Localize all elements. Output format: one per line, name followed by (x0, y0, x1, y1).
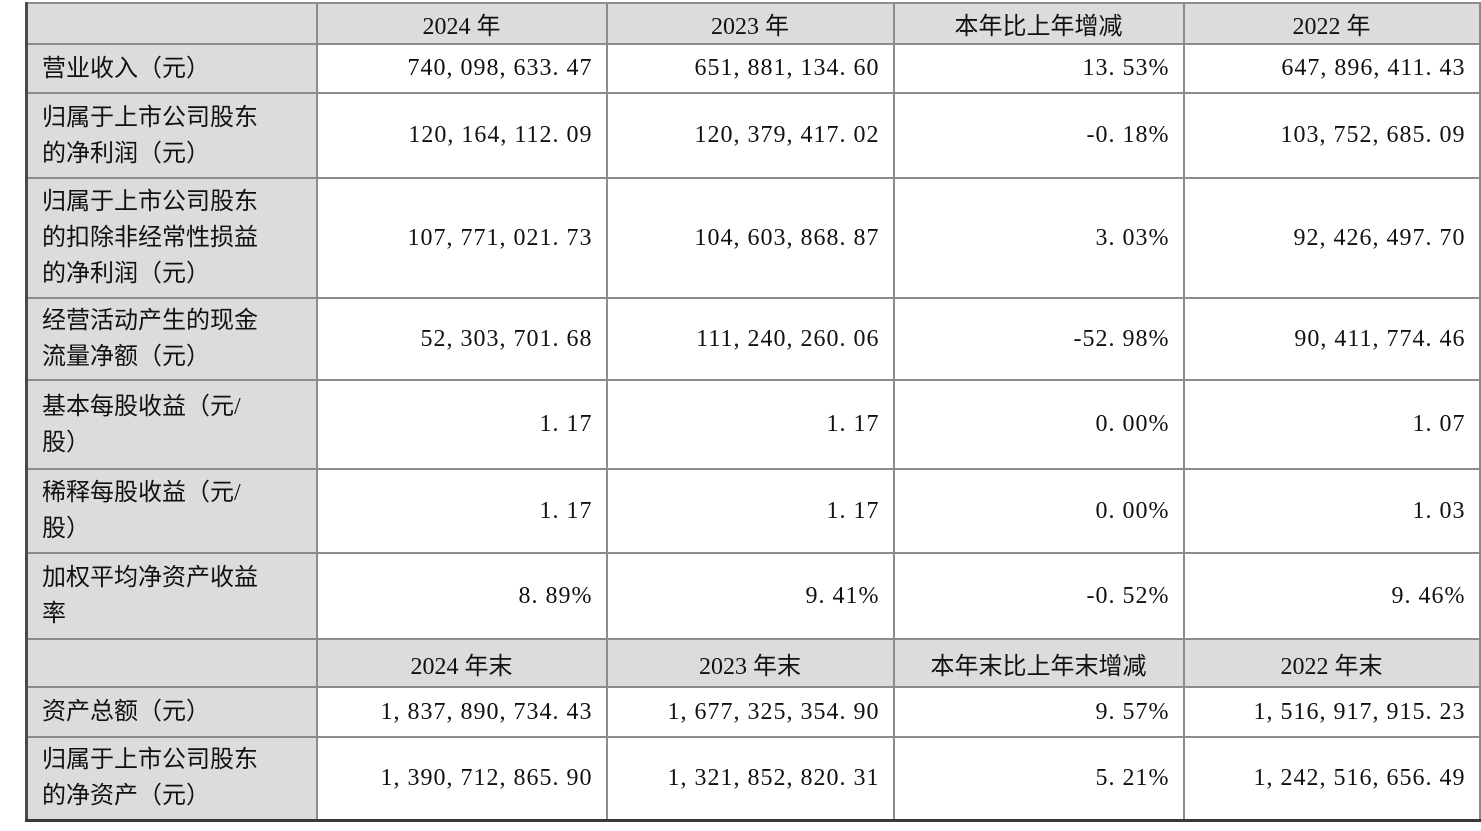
row-label: 归属于上市公司股东的扣除非经常性损益的净利润（元） (25, 177, 318, 299)
table-row-total-assets: 资产总额（元） 1, 837, 890, 734. 43 1, 677, 325… (25, 686, 1481, 738)
value-cell: 1, 516, 917, 915. 23 (1182, 686, 1481, 738)
row-label: 归属于上市公司股东的净资产（元） (25, 736, 318, 821)
col-header-2024-end: 2024 年末 (315, 638, 608, 688)
row-label: 经营活动产生的现金流量净额（元） (25, 297, 318, 381)
value-cell: 1, 242, 516, 656. 49 (1182, 736, 1481, 821)
row-label: 营业收入（元） (25, 43, 318, 94)
value-cell: -0. 18% (892, 92, 1185, 179)
row-label: 稀释每股收益（元/股） (25, 468, 318, 554)
value-cell: 0. 00% (892, 468, 1185, 554)
value-cell: 3. 03% (892, 177, 1185, 299)
value-cell: 9. 57% (892, 686, 1185, 738)
value-cell: 1, 390, 712, 865. 90 (315, 736, 608, 821)
value-cell: 104, 603, 868. 87 (605, 177, 895, 299)
col-header-2023-end: 2023 年末 (605, 638, 895, 688)
row-label: 加权平均净资产收益率 (25, 552, 318, 640)
table-row-basic-eps: 基本每股收益（元/股） 1. 17 1. 17 0. 00% 1. 07 (25, 379, 1481, 470)
value-cell: 1, 321, 852, 820. 31 (605, 736, 895, 821)
value-cell: 1. 17 (315, 468, 608, 554)
value-cell: 1. 17 (605, 468, 895, 554)
value-cell: 120, 164, 112. 09 (315, 92, 608, 179)
value-cell: 1. 07 (1182, 379, 1481, 470)
corner-cell (25, 2, 318, 45)
value-cell: 9. 46% (1182, 552, 1481, 640)
financial-summary-table: 2024 年 2023 年 本年比上年增减 2022 年 营业收入（元） 740… (25, 2, 1481, 822)
col-header-2022-end: 2022 年末 (1182, 638, 1481, 688)
table-row-deducted-net-profit: 归属于上市公司股东的扣除非经常性损益的净利润（元） 107, 771, 021.… (25, 177, 1481, 299)
col-header-2024: 2024 年 (315, 2, 608, 45)
value-cell: 92, 426, 497. 70 (1182, 177, 1481, 299)
value-cell: 8. 89% (315, 552, 608, 640)
value-cell: 1. 17 (605, 379, 895, 470)
period-header-row: 2024 年 2023 年 本年比上年增减 2022 年 (25, 2, 1481, 45)
value-cell: 90, 411, 774. 46 (1182, 297, 1481, 381)
value-cell: 1, 837, 890, 734. 43 (315, 686, 608, 738)
col-header-2022: 2022 年 (1182, 2, 1481, 45)
value-cell: 107, 771, 021. 73 (315, 177, 608, 299)
col-header-2023: 2023 年 (605, 2, 895, 45)
value-cell: 120, 379, 417. 02 (605, 92, 895, 179)
table-row-weighted-avg-roe: 加权平均净资产收益率 8. 89% 9. 41% -0. 52% 9. 46% (25, 552, 1481, 640)
value-cell: 0. 00% (892, 379, 1185, 470)
corner-cell (25, 638, 318, 688)
value-cell: 9. 41% (605, 552, 895, 640)
table-row-operating-cash-flow: 经营活动产生的现金流量净额（元） 52, 303, 701. 68 111, 2… (25, 297, 1481, 381)
table-row-revenue: 营业收入（元） 740, 098, 633. 47 651, 881, 134.… (25, 43, 1481, 94)
table-row-net-assets: 归属于上市公司股东的净资产（元） 1, 390, 712, 865. 90 1,… (25, 736, 1481, 821)
value-cell: 52, 303, 701. 68 (315, 297, 608, 381)
value-cell: 5. 21% (892, 736, 1185, 821)
col-header-yoy-change: 本年比上年增减 (892, 2, 1185, 45)
value-cell: -0. 52% (892, 552, 1185, 640)
value-cell: 111, 240, 260. 06 (605, 297, 895, 381)
value-cell: 1, 677, 325, 354. 90 (605, 686, 895, 738)
col-header-yearend-change: 本年末比上年末增减 (892, 638, 1185, 688)
value-cell: 651, 881, 134. 60 (605, 43, 895, 94)
value-cell: 103, 752, 685. 09 (1182, 92, 1481, 179)
value-cell: 1. 03 (1182, 468, 1481, 554)
value-cell: 740, 098, 633. 47 (315, 43, 608, 94)
value-cell: 13. 53% (892, 43, 1185, 94)
row-label: 归属于上市公司股东的净利润（元） (25, 92, 318, 179)
table-row-net-profit: 归属于上市公司股东的净利润（元） 120, 164, 112. 09 120, … (25, 92, 1481, 179)
row-label: 资产总额（元） (25, 686, 318, 738)
period-end-header-row: 2024 年末 2023 年末 本年末比上年末增减 2022 年末 (25, 638, 1481, 688)
table-row-diluted-eps: 稀释每股收益（元/股） 1. 17 1. 17 0. 00% 1. 03 (25, 468, 1481, 554)
row-label: 基本每股收益（元/股） (25, 379, 318, 470)
value-cell: 1. 17 (315, 379, 608, 470)
value-cell: -52. 98% (892, 297, 1185, 381)
value-cell: 647, 896, 411. 43 (1182, 43, 1481, 94)
